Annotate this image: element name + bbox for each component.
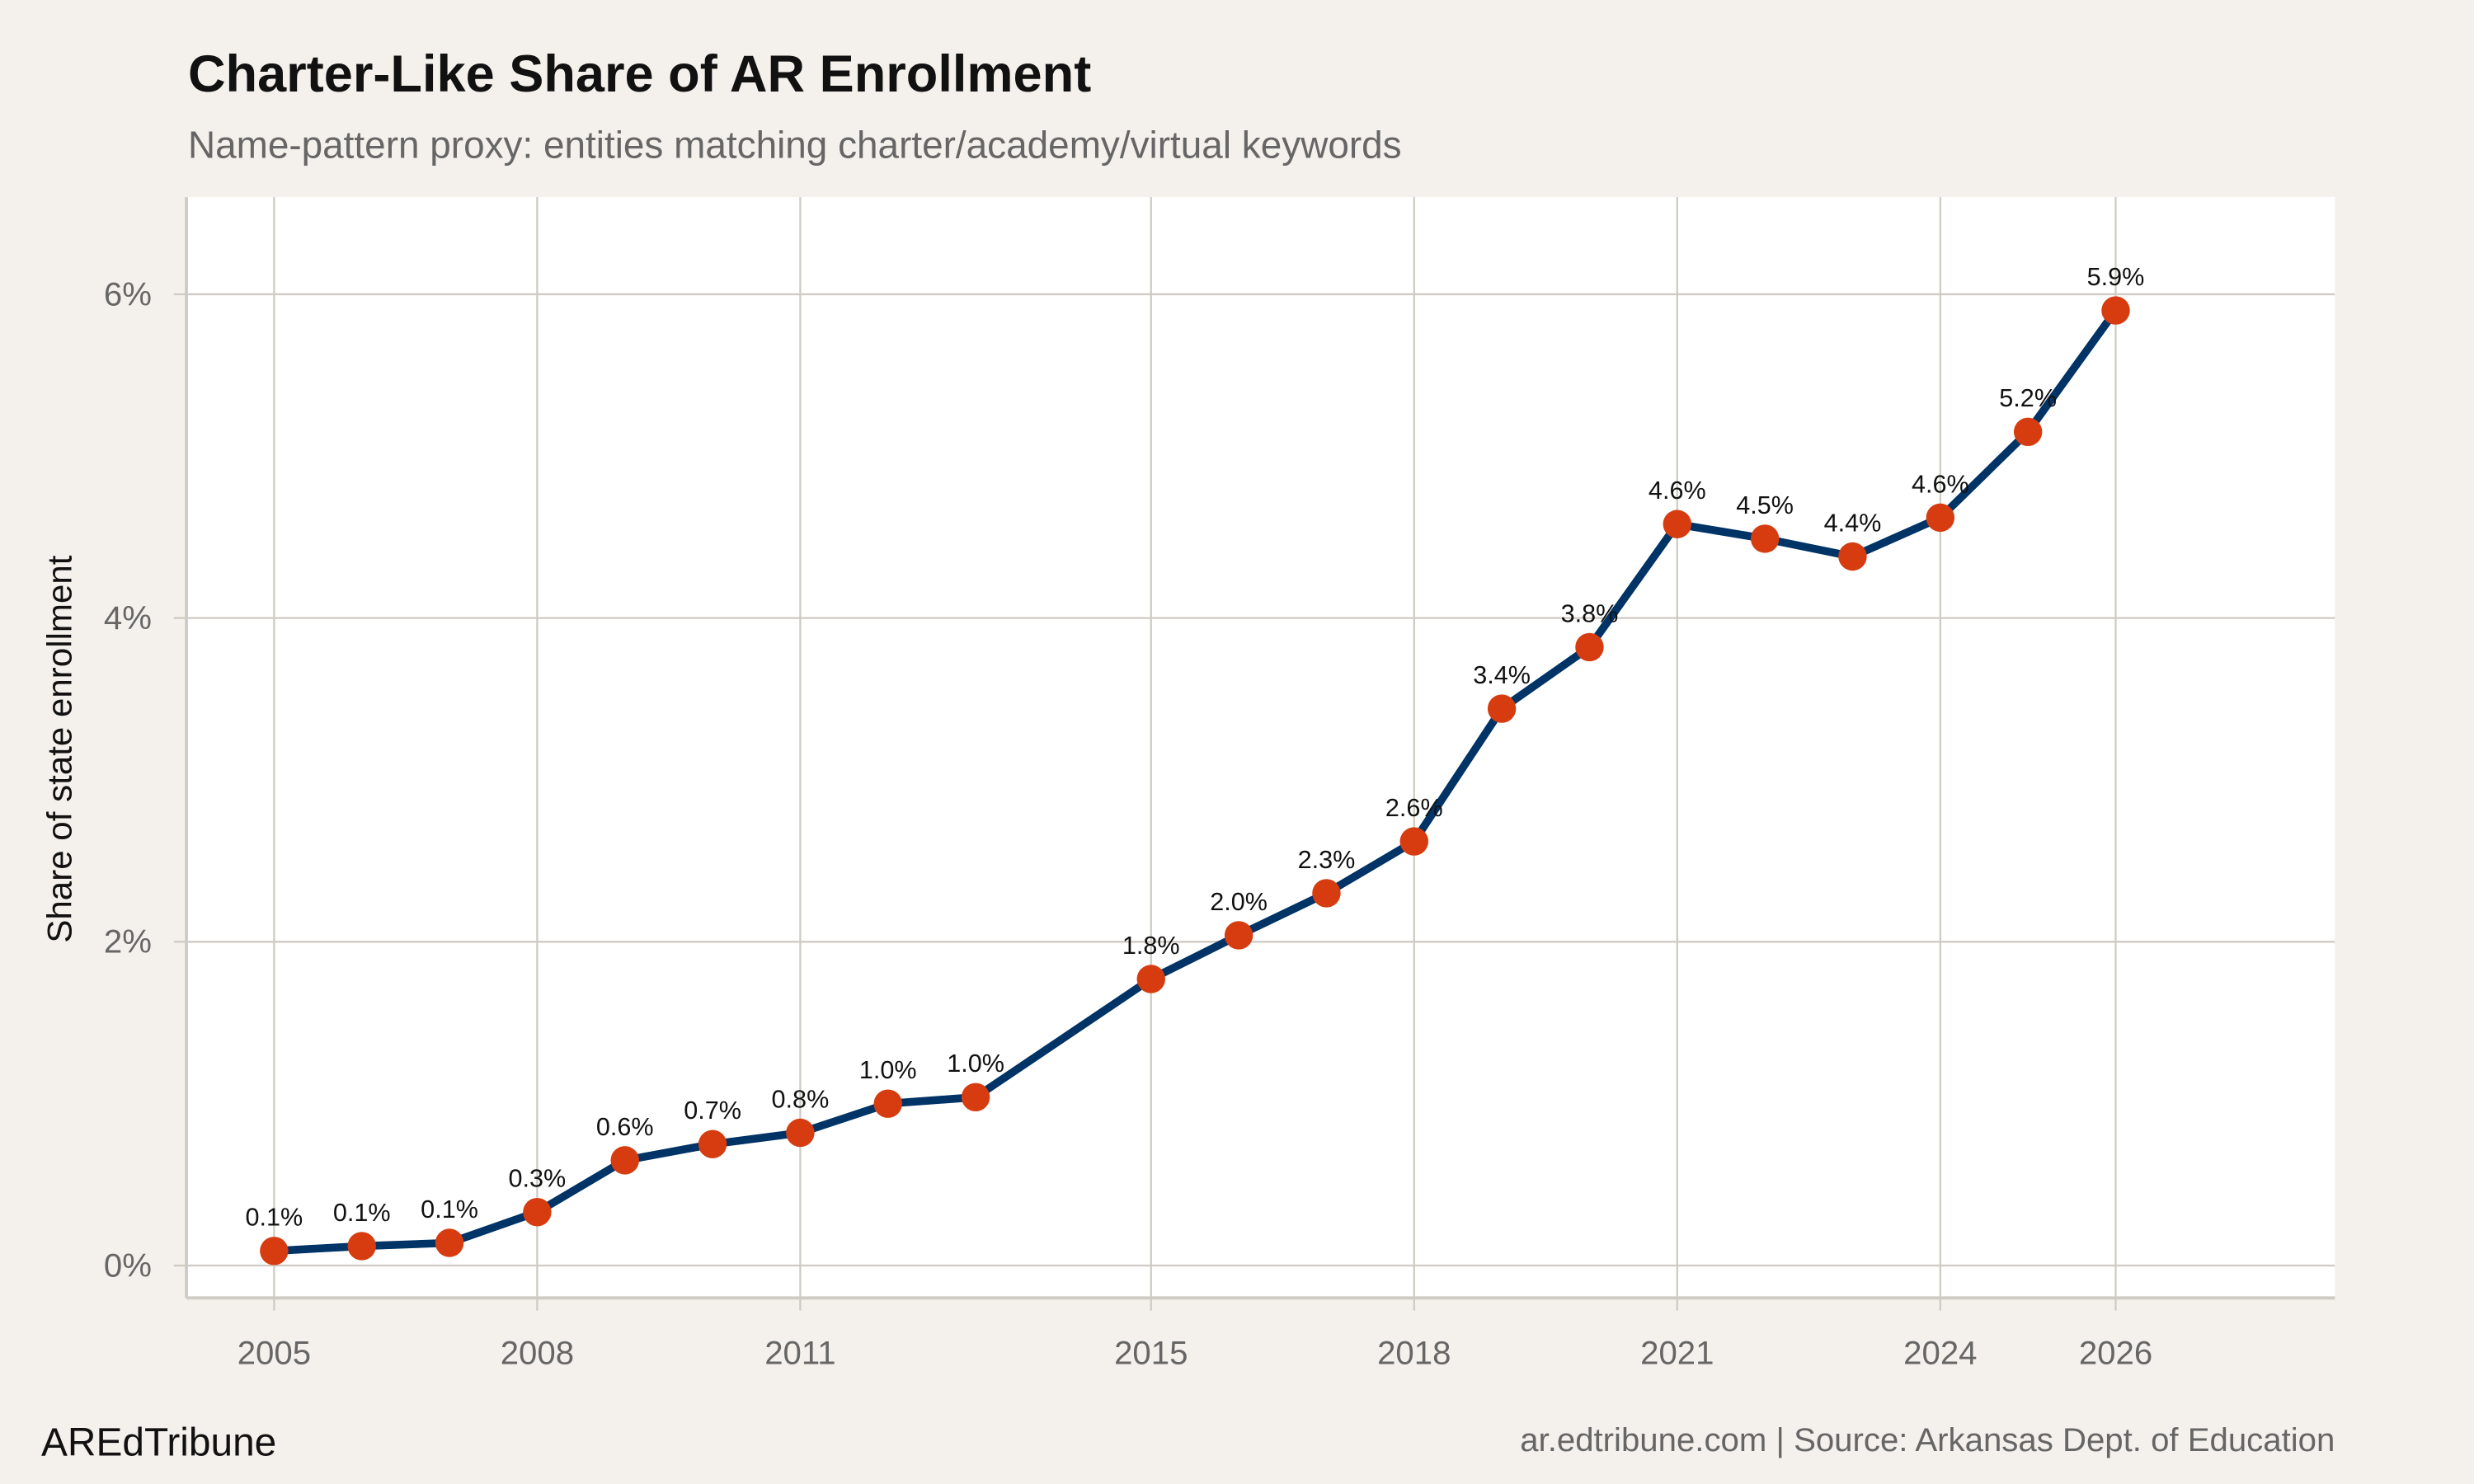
data-labels: 0.1% 0.1% 0.1% 0.3% 0.6% 0.7% 0.8% 1.0% 1.0% 1.8%… [246,263,2145,1232]
x-tick-label: 2021 [1640,1335,1714,1372]
data-point [1663,510,1692,538]
data-label: 1.0% [859,1056,917,1084]
chart-title: Charter-Like Share of AR Enrollment [188,45,1091,103]
data-label: 4.6% [1912,470,1969,498]
plot-panel [186,197,2335,1298]
y-tick-label: 0% [104,1247,152,1284]
data-point [1312,879,1341,908]
data-label: 5.2% [1999,384,2057,412]
data-point [1838,542,1867,571]
data-label: 0.3% [509,1165,567,1193]
x-tick-label: 2008 [501,1335,574,1372]
data-label: 1.8% [1122,932,1180,960]
data-label: 5.9% [2087,263,2145,291]
y-tick-label: 4% [104,599,152,636]
data-point [2013,417,2043,447]
data-point [2101,296,2130,325]
data-point [1575,632,1604,662]
x-tick-label: 2026 [2079,1335,2152,1372]
data-point [1487,694,1517,723]
gridlines [186,197,2335,1298]
data-point [347,1232,376,1261]
markers [260,296,2130,1266]
brand-name: AREdTribune [41,1421,276,1465]
data-label: 2.6% [1385,794,1443,822]
data-point [1750,524,1780,553]
data-label: 4.6% [1649,477,1706,505]
y-axis-label: Share of state enrollment [40,555,78,942]
x-tick-label: 2024 [1903,1335,1977,1372]
data-label: 4.4% [1824,509,1882,537]
data-label: 3.4% [1473,661,1531,689]
data-point [873,1089,902,1118]
data-point [786,1118,815,1148]
y-tick-label: 6% [104,275,152,312]
data-label: 0.1% [246,1204,303,1232]
y-tick-label: 2% [104,923,152,960]
data-label: 2.3% [1298,846,1356,874]
data-label: 0.1% [421,1195,478,1223]
data-label: 0.8% [772,1085,830,1113]
data-point [698,1129,727,1158]
data-label: 3.8% [1561,599,1619,627]
data-label: 0.7% [684,1097,741,1125]
data-point [1224,921,1253,950]
axes: 0% 2% 4% 6% 2005 2008 2011 2015 2018 2021 2024 2026 [104,197,2335,1372]
data-point [1136,965,1165,993]
data-label: 0.1% [333,1199,391,1227]
x-tick-label: 2005 [238,1335,311,1372]
data-point [610,1146,639,1175]
data-point [435,1228,464,1257]
data-point [1926,503,1955,533]
data-label: 4.5% [1736,491,1794,519]
data-label: 1.0% [947,1050,1004,1078]
data-label: 2.0% [1210,888,1268,916]
chart-subtitle: Name-pattern proxy: entities matching ch… [188,123,1402,166]
x-tick-label: 2015 [1114,1335,1188,1372]
data-point [1399,827,1429,856]
data-point [260,1237,289,1266]
data-point [523,1198,552,1227]
x-tick-label: 2011 [764,1335,835,1372]
x-tick-label: 2018 [1377,1335,1451,1372]
data-label: 0.6% [596,1113,654,1141]
source-note: ar.edtribune.com | Source: Arkansas Dept… [1520,1421,2335,1458]
data-point [961,1082,990,1112]
